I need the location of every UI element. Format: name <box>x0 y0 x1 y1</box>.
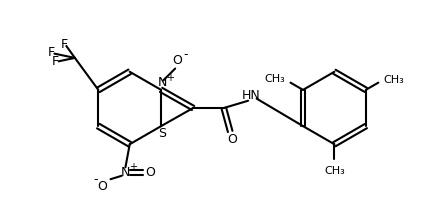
Text: CH₃: CH₃ <box>384 76 404 86</box>
Text: CH₃: CH₃ <box>264 74 286 84</box>
Text: CH₃: CH₃ <box>324 166 345 176</box>
Text: -: - <box>93 173 98 186</box>
Text: O: O <box>145 166 155 179</box>
Text: O: O <box>227 133 237 146</box>
Text: O: O <box>172 54 182 67</box>
Text: +: + <box>129 162 137 172</box>
Text: -: - <box>183 48 187 61</box>
Text: +: + <box>166 73 175 83</box>
Text: F: F <box>61 38 68 51</box>
Text: O: O <box>98 179 108 192</box>
Text: S: S <box>158 127 166 140</box>
Text: N: N <box>121 166 130 179</box>
Text: HN: HN <box>242 89 261 102</box>
Text: N: N <box>158 76 167 89</box>
Text: F: F <box>52 55 59 68</box>
Text: F: F <box>48 46 55 59</box>
